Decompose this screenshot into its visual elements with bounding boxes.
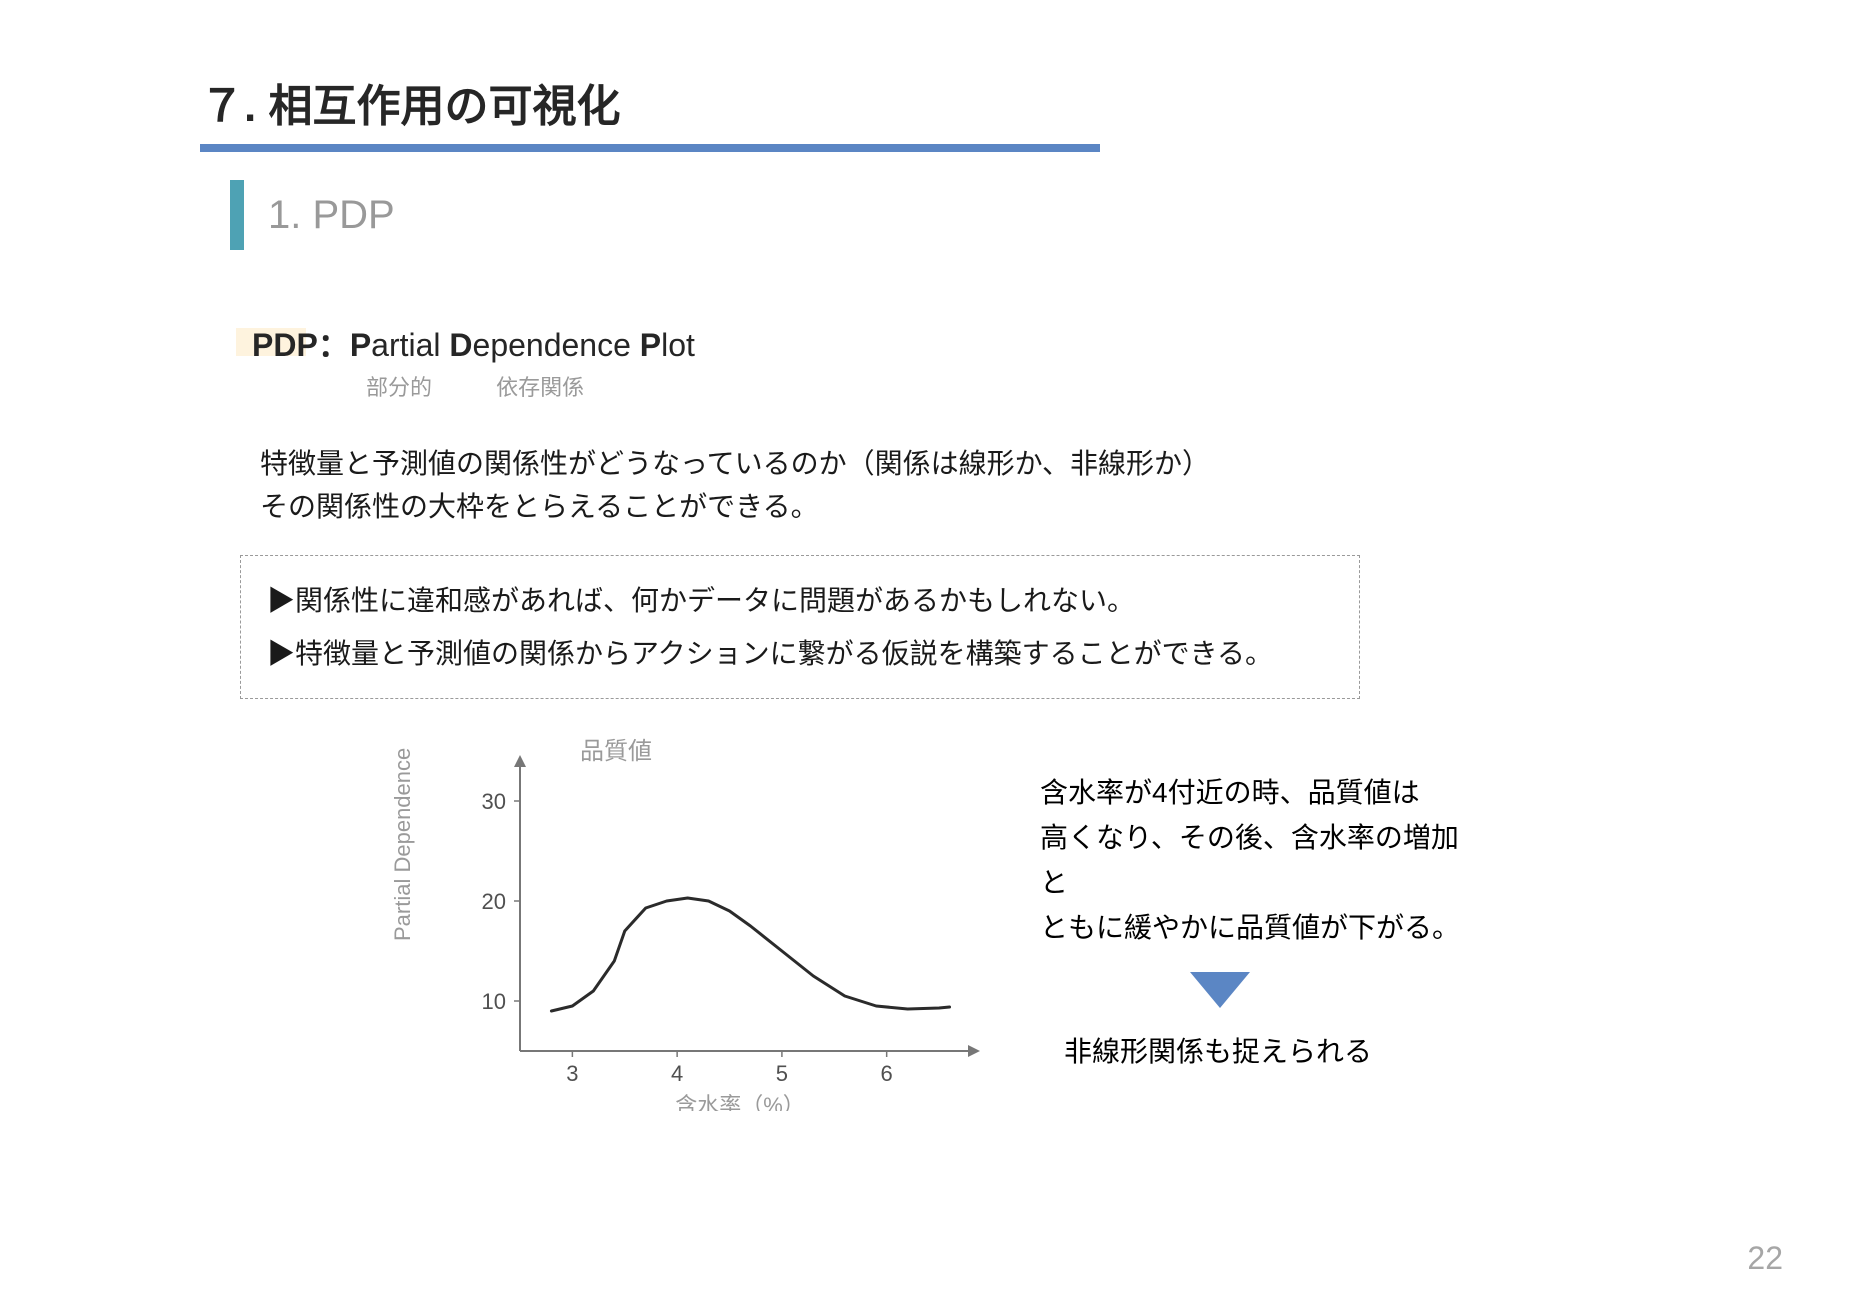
svg-text:含水率（%）: 含水率（%） <box>675 1093 805 1111</box>
heading-plot: lot <box>661 327 695 363</box>
callout-line1: ▶関係性に違和感があれば、何かデータに問題があるかもしれない。 <box>267 574 1333 627</box>
callout-line2: ▶特徴量と予測値の関係からアクションに繋がる仮説を構築することができる。 <box>267 627 1333 680</box>
pdp-heading: PDP：Partial Dependence Plot <box>240 320 1653 366</box>
svg-text:30: 30 <box>482 789 506 814</box>
heading-partial: artial <box>371 327 449 363</box>
pdp-subtitles: 部分的 依存関係 <box>366 370 1653 402</box>
subtitle-block: 1. PDP <box>230 180 1653 250</box>
sub-dependence: 依存関係 <box>496 370 584 402</box>
side-line3: ともに緩やかに品質値が下がる。 <box>1040 906 1480 951</box>
page-number: 22 <box>1747 1240 1783 1277</box>
chart-y-label: Partial Dependence <box>390 748 416 941</box>
side-line1: 含水率が4付近の時、品質値は <box>1040 771 1480 816</box>
content-area: PDP：Partial Dependence Plot 部分的 依存関係 特徴量… <box>240 320 1653 1111</box>
heading-dependence: ependence <box>473 327 640 363</box>
sub-partial: 部分的 <box>366 370 432 402</box>
heading-cap-p2: P <box>640 327 661 363</box>
svg-text:4: 4 <box>671 1061 683 1086</box>
description: 特徴量と予測値の関係性がどうなっているのか（関係は線形か、非線形か） その関係性… <box>260 442 1653 529</box>
chart-and-side: 品質値 Partial Dependence 1020303456含水率（%） … <box>240 731 1653 1111</box>
pdp-line-chart: 10 20 30 3 4 5 6 含水率（%） <box>390 731 980 1111</box>
heading-prefix: PDP： <box>252 327 350 363</box>
svg-text:20: 20 <box>482 889 506 914</box>
subtitle-text: 1. PDP <box>268 193 395 238</box>
main-title: ７. 相互作用の可視化 <box>200 70 1653 144</box>
conclusion-text: 非線形関係も捉えられる <box>1064 1030 1480 1075</box>
callout-box: ▶関係性に違和感があれば、何かデータに問題があるかもしれない。 ▶特徴量と予測値… <box>240 555 1360 699</box>
svg-text:10: 10 <box>482 989 506 1014</box>
subtitle-accent-bar <box>230 180 244 250</box>
svg-text:3: 3 <box>566 1061 578 1086</box>
title-section: ７. 相互作用の可視化 1. PDP <box>200 70 1653 250</box>
side-line2: 高くなり、その後、含水率の増加と <box>1040 816 1480 906</box>
side-text-block: 含水率が4付近の時、品質値は 高くなり、その後、含水率の増加と ともに緩やかに品… <box>1040 771 1480 1075</box>
heading-cap-d: D <box>449 327 472 363</box>
desc-line1: 特徴量と予測値の関係性がどうなっているのか（関係は線形か、非線形か） <box>260 442 1653 485</box>
title-underline <box>200 144 1100 152</box>
heading-cap-p1: P <box>350 327 371 363</box>
desc-line2: その関係性の大枠をとらえることができる。 <box>260 485 1653 528</box>
svg-text:5: 5 <box>776 1061 788 1086</box>
chart-top-label: 品質値 <box>580 731 652 766</box>
svg-text:6: 6 <box>881 1061 893 1086</box>
chart-wrap: 品質値 Partial Dependence 10 20 30 3 4 5 6 含水率（%） <box>390 731 980 1111</box>
down-arrow-icon <box>1190 972 1250 1008</box>
